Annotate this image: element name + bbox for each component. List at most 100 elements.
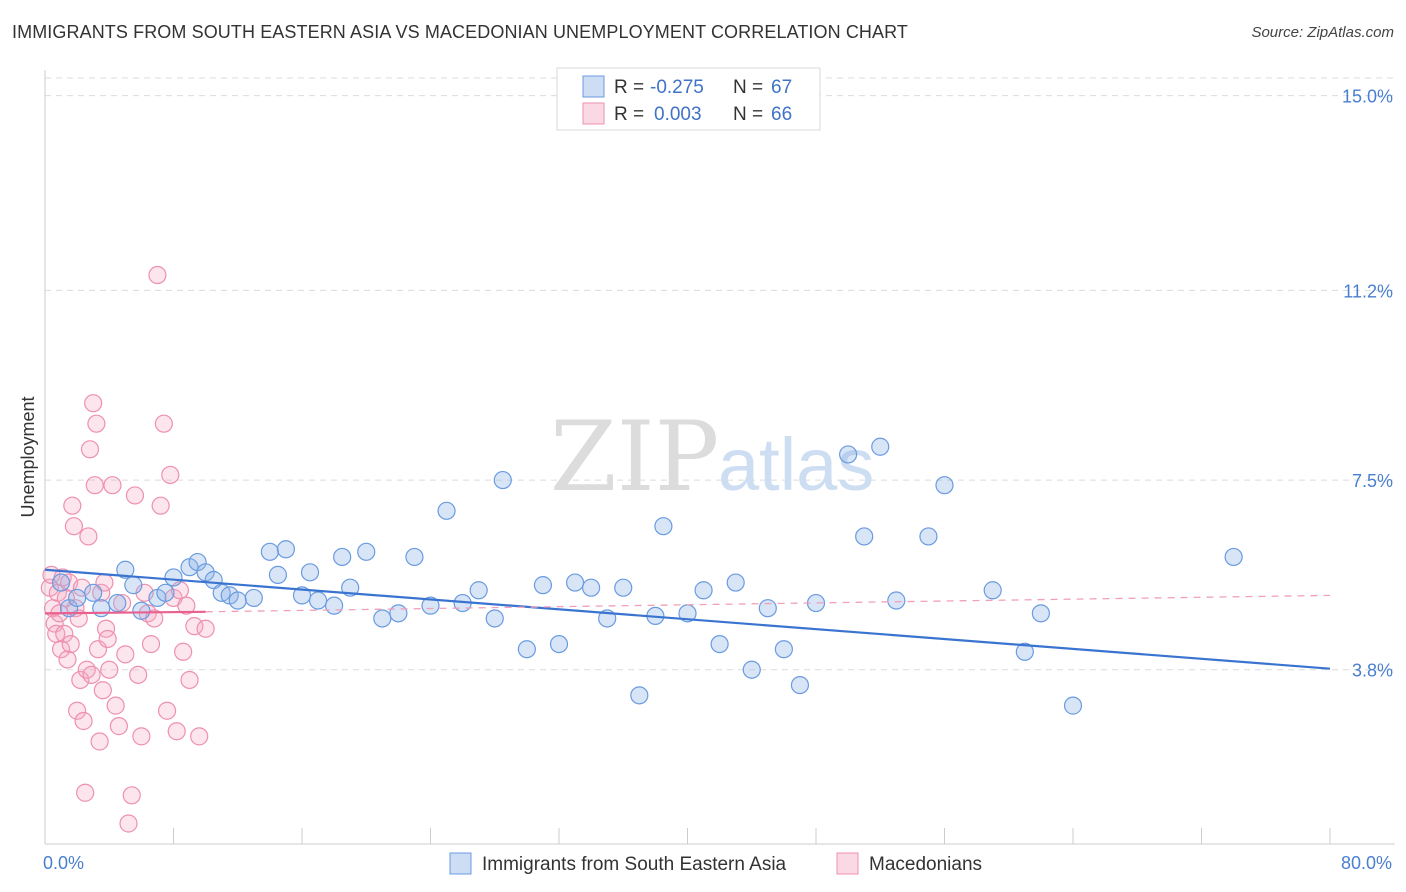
legend-n-value-1: 67 <box>771 77 792 98</box>
data-point-macedonians <box>90 732 109 751</box>
data-point-se-asia <box>726 573 745 592</box>
data-point-macedonians <box>151 496 170 515</box>
data-point-se-asia <box>357 542 376 561</box>
y-tick-label: 15.0% <box>1342 87 1393 107</box>
data-point-se-asia <box>485 609 504 628</box>
data-point-macedonians <box>82 665 101 684</box>
chart-source: Source: ZipAtlas.com <box>1251 24 1394 41</box>
data-point-macedonians <box>51 640 71 659</box>
data-point-se-asia <box>92 599 111 618</box>
data-point-se-asia <box>389 604 408 623</box>
y-axis-label: Unemployment <box>18 396 38 517</box>
data-point-se-asia <box>421 596 440 615</box>
data-point-se-asia <box>84 583 103 602</box>
data-point-macedonians <box>141 634 161 654</box>
data-point-macedonians <box>76 783 95 802</box>
data-point-se-asia <box>758 599 777 618</box>
trend-line-macedonians <box>44 610 206 615</box>
bottom-legend-swatch-blue <box>449 852 472 875</box>
data-point-macedonians <box>148 265 167 285</box>
bottom-legend-label-pink: Macedonians <box>869 854 982 875</box>
data-point-se-asia <box>244 588 263 608</box>
x-tick-label-max: 80.0% <box>1341 853 1392 873</box>
x-tick-label-min: 0.0% <box>43 853 84 873</box>
legend-n-label-1: N = <box>733 77 763 98</box>
data-point-macedonians <box>84 394 103 413</box>
data-point-se-asia <box>124 576 143 595</box>
data-point-macedonians <box>85 476 104 495</box>
data-point-se-asia <box>260 542 279 561</box>
data-point-se-asia <box>565 573 585 592</box>
legend-r-label-1: R = <box>614 77 644 98</box>
trend-lines <box>44 568 1331 670</box>
data-point-se-asia <box>116 560 135 579</box>
axes <box>44 70 1395 845</box>
data-point-macedonians <box>109 717 128 736</box>
bottom-legend: Immigrants from South Eastern Asia Maced… <box>449 852 982 875</box>
data-point-se-asia <box>204 570 223 590</box>
data-point-macedonians <box>98 629 117 649</box>
data-point-macedonians <box>190 727 209 746</box>
trend-line-macedonians-extension <box>205 594 1331 613</box>
data-point-se-asia <box>935 476 954 495</box>
data-point-se-asia <box>710 634 729 654</box>
data-point-se-asia <box>694 581 713 600</box>
data-point-macedonians <box>64 517 84 536</box>
data-point-macedonians <box>61 634 80 654</box>
data-point-se-asia <box>839 445 858 464</box>
data-point-se-asia <box>742 660 761 679</box>
gridlines <box>45 77 1395 671</box>
data-point-macedonians <box>122 786 141 805</box>
data-point-macedonians <box>93 681 112 700</box>
data-point-macedonians <box>63 496 82 515</box>
data-point-se-asia <box>533 576 553 595</box>
data-point-macedonians <box>100 660 119 679</box>
data-point-se-asia <box>582 578 601 597</box>
legend-swatch-pink <box>582 102 605 125</box>
data-point-macedonians <box>174 642 193 661</box>
data-point-se-asia <box>469 581 488 600</box>
data-point-se-asia <box>268 565 288 584</box>
data-point-se-asia <box>983 581 1002 600</box>
data-point-macedonians <box>116 645 135 664</box>
data-point-macedonians <box>77 660 96 679</box>
data-point-se-asia <box>333 547 352 567</box>
series-macedonians <box>40 265 215 833</box>
data-point-se-asia <box>855 527 874 546</box>
legend-n-label-2: N = <box>733 104 763 125</box>
data-point-se-asia <box>1015 642 1034 661</box>
watermark-zip: ZIP <box>550 401 719 513</box>
data-point-macedonians <box>185 617 204 636</box>
bottom-legend-label-blue: Immigrants from South Eastern Asia <box>482 854 787 875</box>
data-point-se-asia <box>614 578 633 597</box>
x-tick-labels: 0.0% 80.0% <box>43 853 1392 873</box>
data-point-se-asia <box>654 517 673 536</box>
data-point-macedonians <box>177 596 196 615</box>
data-point-macedonians <box>106 696 125 715</box>
data-point-se-asia <box>774 640 793 659</box>
legend-swatch-blue <box>582 75 605 98</box>
y-tick-labels: 3.8% 7.5% 11.2% 15.0% <box>1342 87 1393 681</box>
data-point-macedonians <box>74 711 93 731</box>
data-point-se-asia <box>68 588 87 608</box>
data-point-se-asia <box>790 675 810 695</box>
data-point-se-asia <box>1063 696 1083 715</box>
data-point-macedonians <box>132 727 151 746</box>
y-tick-label: 11.2% <box>1343 281 1393 301</box>
data-point-se-asia <box>132 601 151 620</box>
data-point-se-asia <box>308 591 328 610</box>
data-point-se-asia <box>325 596 344 615</box>
data-point-se-asia <box>549 634 569 654</box>
data-point-macedonians <box>167 722 186 741</box>
data-point-se-asia <box>405 547 424 567</box>
data-point-macedonians <box>71 670 90 690</box>
data-point-se-asia <box>373 609 392 628</box>
data-point-macedonians <box>154 414 173 433</box>
correlation-legend: R = -0.275 N = 67 R = 0.003 N = 66 <box>556 67 821 131</box>
data-point-se-asia <box>276 540 296 559</box>
chart-title: IMMIGRANTS FROM SOUTH EASTERN ASIA VS MA… <box>12 22 909 42</box>
data-point-se-asia <box>1224 547 1243 567</box>
data-point-se-asia <box>493 470 512 490</box>
data-point-macedonians <box>119 814 138 833</box>
data-point-se-asia <box>108 593 127 613</box>
